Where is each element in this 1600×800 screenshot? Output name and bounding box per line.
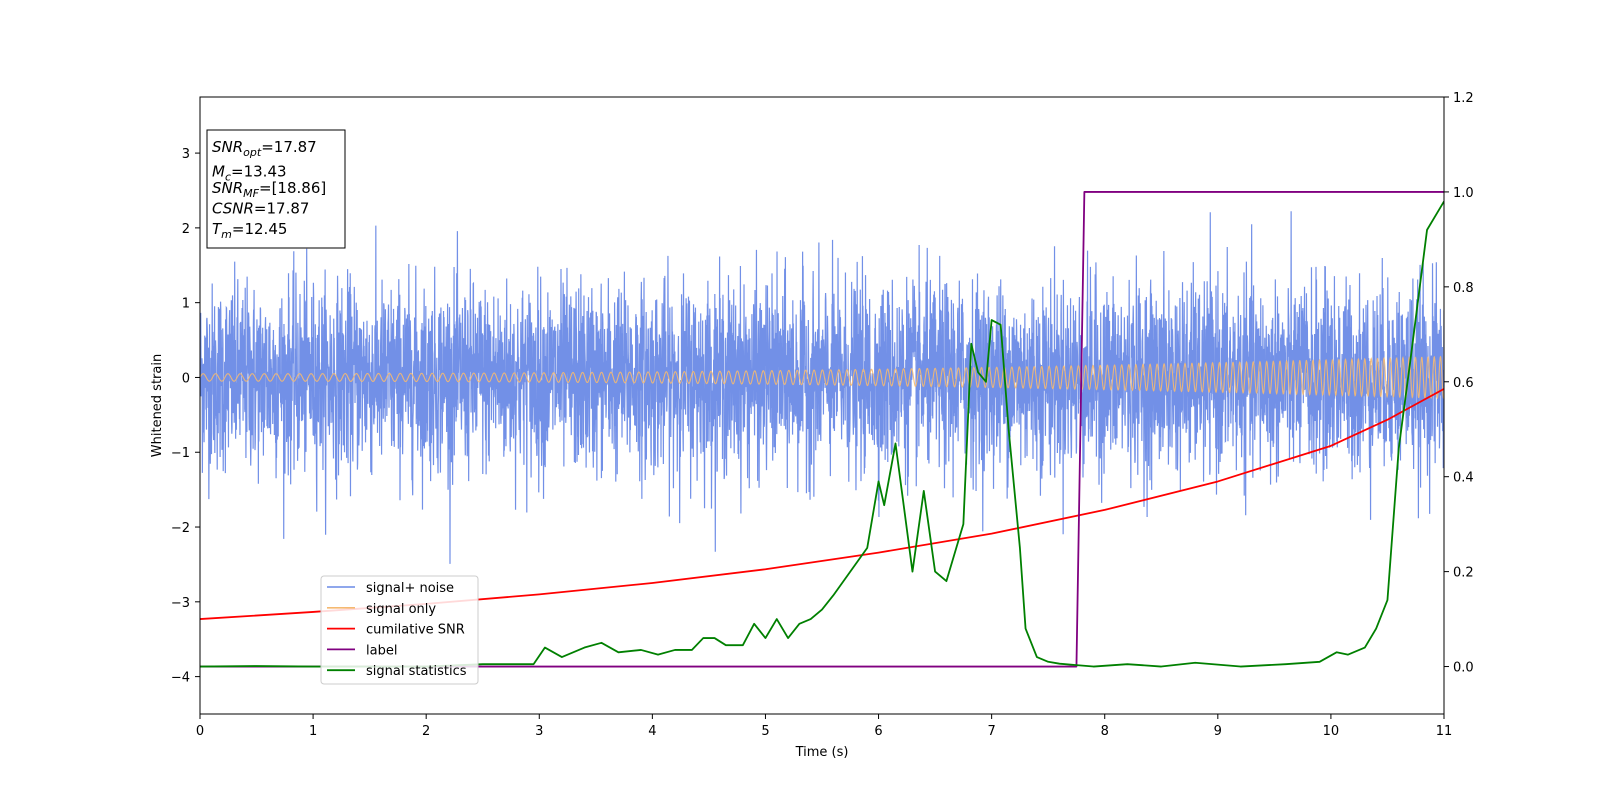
y2-tick-label: 1.0 xyxy=(1453,186,1474,201)
y2-tick-label: 0.6 xyxy=(1453,376,1474,391)
y2-tick-label: 1.2 xyxy=(1453,91,1474,106)
annotation-line: CSNR=17.87 xyxy=(212,200,309,218)
y2-tick-label: 0.0 xyxy=(1453,661,1474,676)
legend-label: signal+ noise xyxy=(366,581,454,596)
x-tick-label: 4 xyxy=(648,724,656,739)
x-tick-label: 6 xyxy=(874,724,882,739)
x-tick-label: 2 xyxy=(422,724,430,739)
annotation-box: SNRopt=17.87 Mc=13.43SNRMF=[18.86]CSNR=17… xyxy=(206,129,346,249)
x-tick-label: 0 xyxy=(196,724,204,739)
x-tick-label: 11 xyxy=(1436,724,1453,739)
y2-tick-label: 0.4 xyxy=(1453,471,1474,486)
y-tick-label: −3 xyxy=(171,596,190,611)
legend-item-signal-only: signal only xyxy=(327,602,436,617)
x-tick-label: 7 xyxy=(987,724,995,739)
x-tick-label: 9 xyxy=(1214,724,1222,739)
y-axis-right: 0.0 0.2 0.4 0.6 0.8 1.0 1.2 xyxy=(1444,91,1474,676)
annotation-line: Tm=12.45 xyxy=(212,220,287,241)
y-tick-label: 1 xyxy=(182,297,190,312)
y-tick-label: −4 xyxy=(171,671,190,686)
x-tick-label: 8 xyxy=(1101,724,1109,739)
y2-tick-label: 0.8 xyxy=(1453,281,1474,296)
legend-label: cumilative SNR xyxy=(366,623,465,638)
x-tick-label: 5 xyxy=(761,724,769,739)
x-tick-label: 1 xyxy=(309,724,317,739)
annotation-line: Mc=13.43 xyxy=(212,163,287,184)
x-axis: 0 1 2 3 4 5 6 7 8 9 10 11 xyxy=(196,714,1452,739)
y-tick-label: 0 xyxy=(182,371,190,386)
series-label xyxy=(200,191,1444,668)
legend: signal+ noise signal only cumilative SNR la… xyxy=(320,575,479,685)
y-axis-label: Whitened strain xyxy=(150,354,165,457)
legend-label: label xyxy=(366,643,397,658)
legend-item-signal-noise: signal+ noise xyxy=(327,581,454,596)
legend-item-label: label xyxy=(327,643,397,658)
legend-label: signal only xyxy=(366,602,436,617)
legend-label: signal statistics xyxy=(366,664,467,679)
legend-frame xyxy=(320,575,479,685)
y-tick-label: 2 xyxy=(182,222,190,237)
annotation-box-frame xyxy=(206,129,346,249)
y-tick-label: 3 xyxy=(182,147,190,162)
y-tick-label: −2 xyxy=(171,521,190,536)
x-tick-label: 3 xyxy=(535,724,543,739)
legend-item-signal-statistics: signal statistics xyxy=(327,664,467,679)
y-axis-left: −4 −3 −2 −1 0 1 2 3 xyxy=(171,147,200,686)
y-tick-label: −1 xyxy=(171,446,190,461)
annotation-line: SNRopt=17.87 xyxy=(212,138,317,159)
x-axis-label: Time (s) xyxy=(795,745,849,760)
annotation-line: SNRMF=[18.86] xyxy=(212,179,326,200)
series-signal-statistics xyxy=(200,200,1444,668)
series-signal-only xyxy=(200,355,1444,400)
legend-item-cumulative-snr: cumilative SNR xyxy=(327,623,465,638)
x-tick-label: 10 xyxy=(1323,724,1340,739)
plot-frame xyxy=(199,96,1445,715)
series-signal-noise xyxy=(200,211,1444,564)
y2-tick-label: 0.2 xyxy=(1453,566,1474,581)
